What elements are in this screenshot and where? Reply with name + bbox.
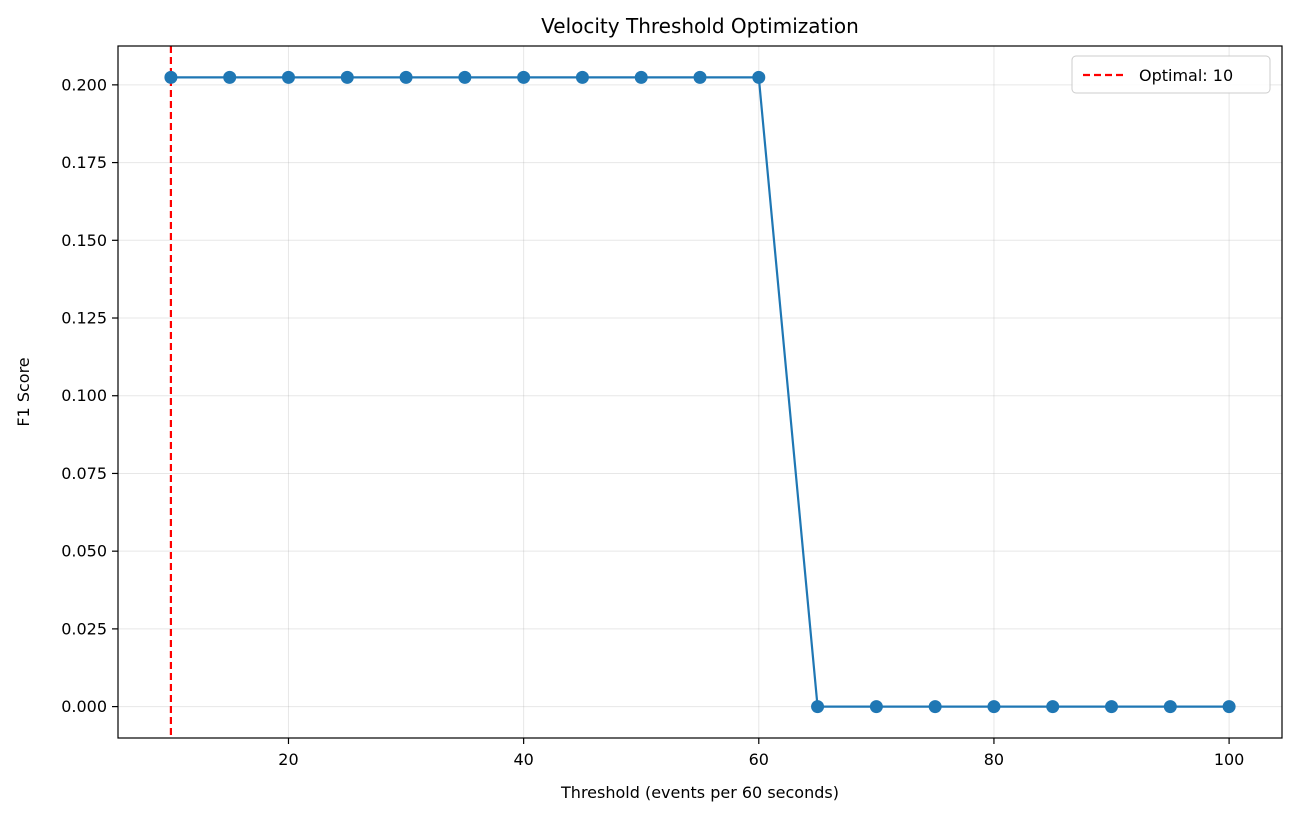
- data-point: [987, 700, 1001, 714]
- x-tick-label: 20: [278, 750, 298, 769]
- data-point: [340, 70, 354, 84]
- x-tick-label: 80: [984, 750, 1004, 769]
- y-tick-label: 0.125: [61, 309, 107, 328]
- data-point: [811, 700, 825, 714]
- data-point: [928, 700, 942, 714]
- plot-frame: [117, 45, 1283, 739]
- data-point: [693, 70, 707, 84]
- chart-title: Velocity Threshold Optimization: [541, 14, 859, 38]
- y-tick-label: 0.050: [61, 542, 107, 561]
- x-tick-label: 100: [1214, 750, 1245, 769]
- legend-label: Optimal: 10: [1139, 66, 1233, 85]
- x-axis-ticks: 20 40 60 80 100: [278, 738, 1244, 769]
- data-point: [634, 70, 648, 84]
- y-tick-label: 0.025: [61, 619, 107, 638]
- data-point: [1046, 700, 1060, 714]
- data-point: [1163, 700, 1177, 714]
- data-point: [1105, 700, 1119, 714]
- grid: [118, 46, 1282, 738]
- y-tick-label: 0.000: [61, 697, 107, 716]
- data-point: [458, 70, 472, 84]
- data-point: [869, 700, 883, 714]
- y-tick-label: 0.200: [61, 75, 107, 94]
- legend: Optimal: 10: [1071, 55, 1271, 94]
- y-tick-label: 0.100: [61, 386, 107, 405]
- y-axis-label: F1 Score: [14, 357, 33, 426]
- series-layer: [164, 70, 1236, 714]
- data-point: [752, 70, 766, 84]
- data-point: [164, 70, 178, 84]
- y-axis-ticks: 0.000 0.025 0.050 0.075 0.100 0.125 0.150 0.175…: [61, 75, 118, 716]
- plot-area: [118, 46, 1282, 738]
- x-axis-label: Threshold (events per 60 seconds): [560, 783, 839, 802]
- x-tick-label: 60: [749, 750, 769, 769]
- data-point: [399, 70, 413, 84]
- legend-box: [1071, 55, 1271, 94]
- data-point: [575, 70, 589, 84]
- y-tick-label: 0.150: [61, 231, 107, 250]
- x-tick-label: 40: [513, 750, 533, 769]
- data-point: [1222, 700, 1236, 714]
- y-tick-label: 0.175: [61, 153, 107, 172]
- y-tick-label: 0.075: [61, 464, 107, 483]
- data-point: [223, 70, 237, 84]
- data-point: [281, 70, 295, 84]
- data-point: [517, 70, 531, 84]
